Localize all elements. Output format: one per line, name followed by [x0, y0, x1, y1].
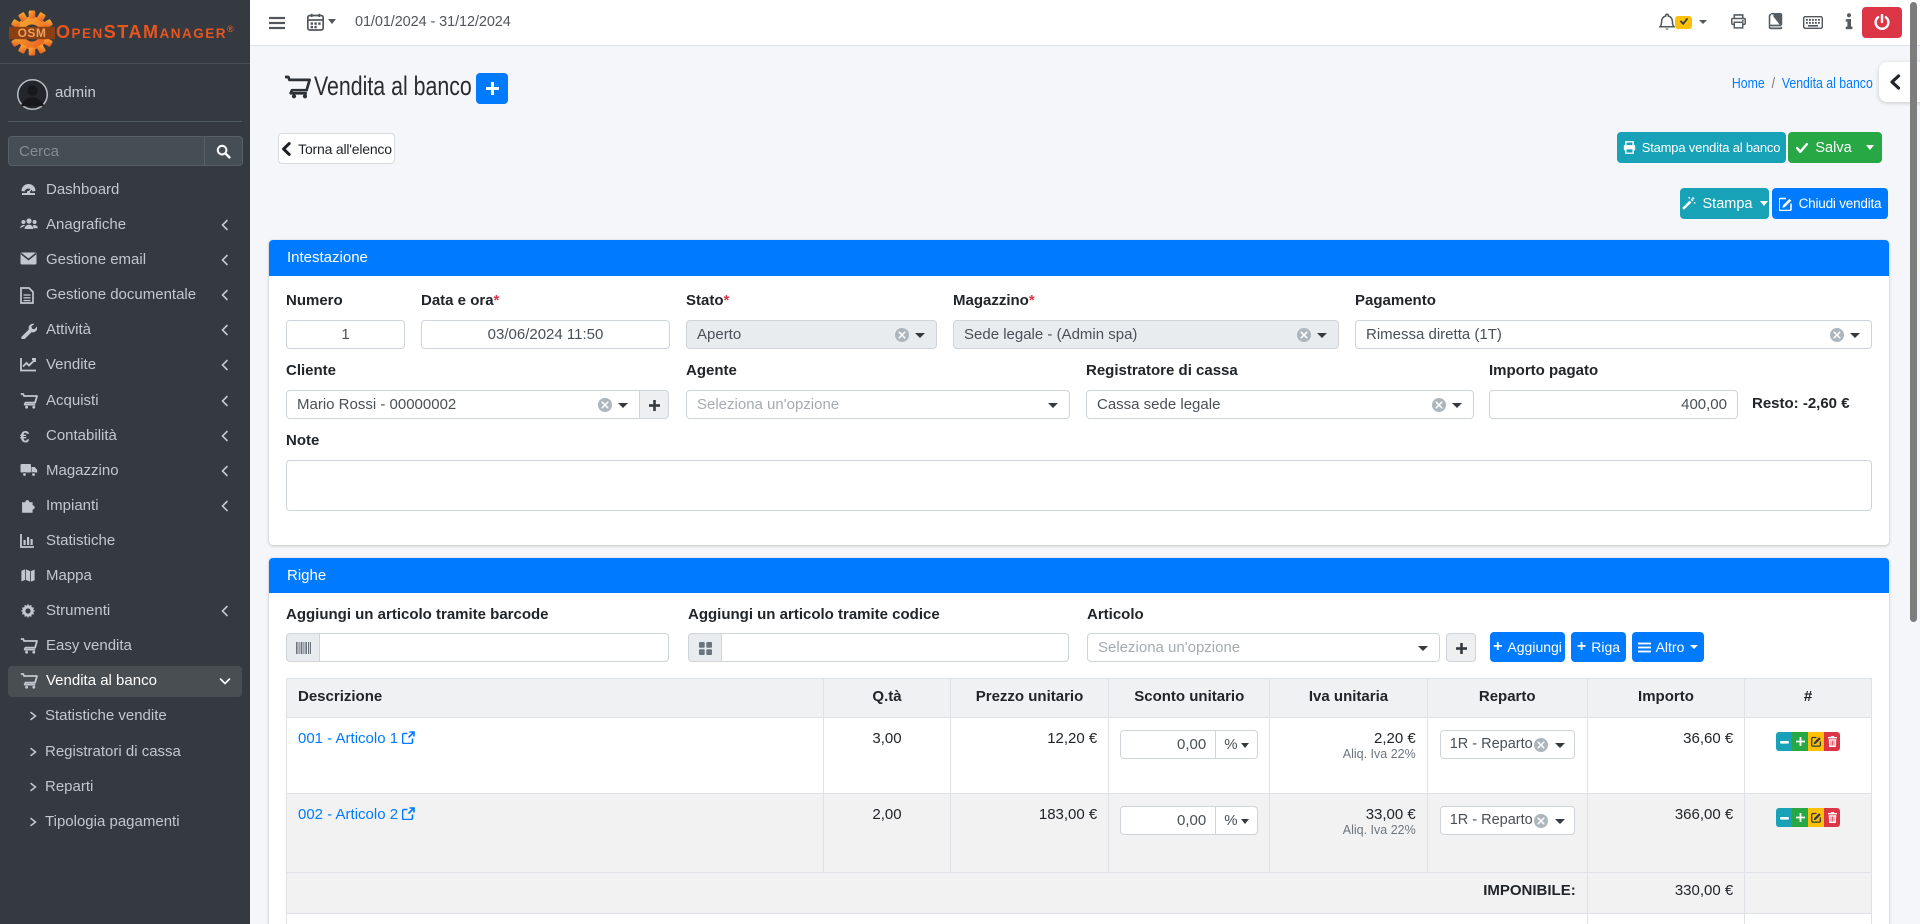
svg-text:€: €: [20, 428, 30, 445]
svg-text:OSM: OSM: [18, 26, 47, 40]
